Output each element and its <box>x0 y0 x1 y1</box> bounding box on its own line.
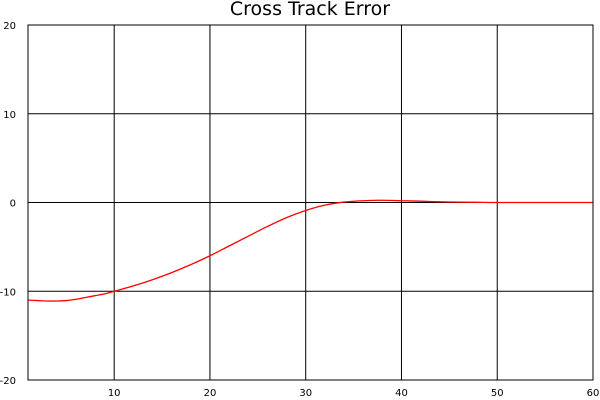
data-series <box>27 199 593 302</box>
y-tick-label: 20 <box>3 21 16 32</box>
plot-frame <box>27 24 594 381</box>
x-tick-label: 50 <box>491 388 504 399</box>
x-tick-label: 40 <box>395 388 408 399</box>
cross-track-error-line <box>27 199 593 302</box>
y-tick-label: -10 <box>0 287 16 298</box>
x-tick-label: 10 <box>108 388 121 399</box>
y-tick-label: -20 <box>0 376 16 387</box>
x-tick-label: 20 <box>204 388 217 399</box>
chart-title: Cross Track Error <box>230 0 390 20</box>
y-tick-label: 0 <box>10 199 16 210</box>
y-tick-label: 10 <box>3 110 16 121</box>
x-tick-label: 30 <box>299 388 312 399</box>
x-tick-label: 60 <box>587 388 600 399</box>
tick-labels: 10 20 30 40 50 60 -20 -10 0 10 20 <box>0 21 599 399</box>
